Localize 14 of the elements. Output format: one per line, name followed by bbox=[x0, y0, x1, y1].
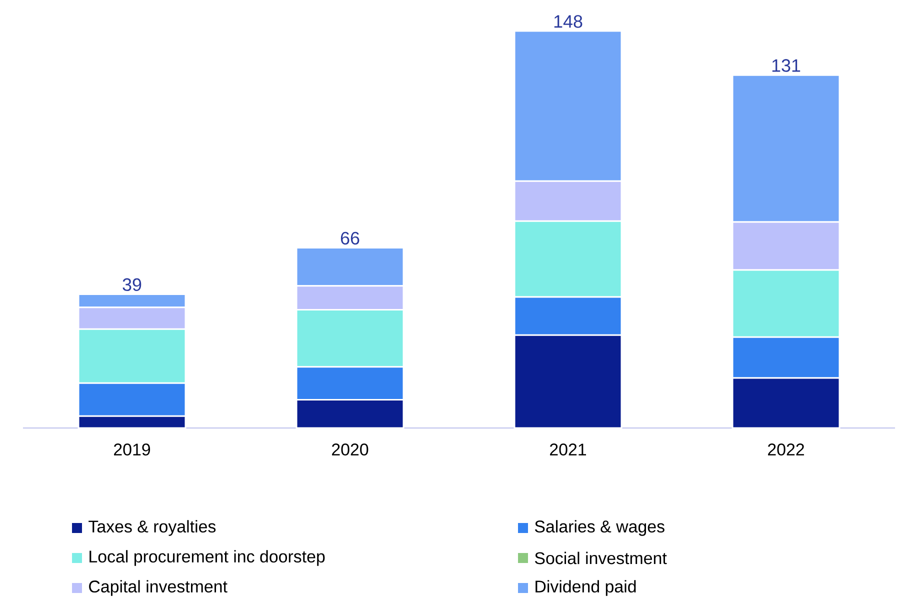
x-tick-label: 2022 bbox=[768, 444, 804, 456]
legend-label: Social investment bbox=[534, 552, 667, 564]
annotation: 39 bbox=[122, 278, 142, 292]
legend-label: Capital investment bbox=[89, 580, 228, 596]
x-tick-label: 2020 bbox=[332, 444, 368, 456]
annotation: 131 bbox=[772, 59, 800, 72]
x-tick-label: 2019 bbox=[114, 444, 150, 456]
annotation: 148 bbox=[554, 15, 582, 28]
annotation: 66 bbox=[340, 232, 360, 245]
legend-label: Salaries & wages bbox=[534, 520, 664, 536]
x-tick-label: 2021 bbox=[550, 444, 586, 456]
legend-label: Dividend paid bbox=[536, 580, 636, 596]
legend-label: Local procurement inc doorstep bbox=[90, 550, 325, 566]
legend-label: Taxes & royalties bbox=[88, 520, 216, 536]
